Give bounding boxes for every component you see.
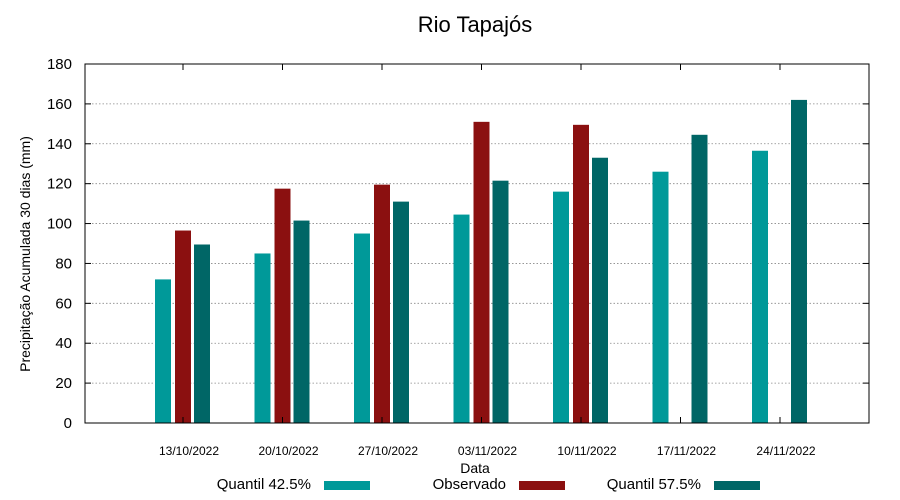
y-tick-label: 100 (47, 216, 72, 233)
legend-swatch (714, 481, 760, 490)
bar (354, 233, 370, 423)
y-tick-label: 60 (55, 295, 72, 312)
bar (374, 184, 390, 423)
bar (155, 279, 171, 423)
y-tick-label: 80 (55, 255, 72, 272)
y-tick-label: 160 (47, 96, 72, 113)
y-tick-label: 180 (47, 56, 72, 73)
bar (553, 191, 569, 423)
x-tick-label: 13/10/2022 (159, 444, 219, 458)
legend: Quantil 42.5% Observado Quantil 57.5% (217, 476, 760, 493)
x-tick-label: 10/11/2022 (557, 444, 616, 458)
bar (652, 171, 669, 423)
legend-swatch (519, 481, 565, 490)
x-tick-label: 27/10/2022 (358, 444, 418, 458)
y-tick-label: 20 (55, 375, 72, 392)
bar (194, 244, 210, 423)
y-tick-label: 0 (64, 415, 72, 432)
bar (791, 99, 807, 424)
x-ticks: 13/10/2022 20/10/2022 27/10/2022 03/11/2022… (159, 64, 816, 458)
chart-title: Rio Tapajós (418, 12, 533, 37)
bar (573, 124, 589, 423)
legend-label: Quantil 57.5% (607, 476, 701, 493)
bar (254, 253, 271, 423)
bar (592, 157, 608, 423)
bar (691, 134, 708, 423)
x-tick-label: 03/11/2022 (458, 444, 517, 458)
y-tick-label: 40 (55, 335, 72, 352)
x-tick-label: 17/11/2022 (657, 444, 716, 458)
y-tick-label: 120 (47, 176, 72, 193)
x-tick-label: 24/11/2022 (756, 444, 815, 458)
y-tick-label: 140 (47, 136, 72, 153)
bar (393, 201, 409, 423)
y-axis-label: Precipitação Acumulada 30 dias (mm) (17, 136, 33, 372)
bars (155, 99, 807, 424)
bar (274, 188, 291, 423)
plot-frame (84, 63, 870, 424)
legend-swatch (324, 481, 370, 490)
bar (473, 121, 490, 423)
bar (175, 230, 191, 423)
bar (492, 180, 509, 423)
legend-label: Quantil 42.5% (217, 476, 311, 493)
bar (752, 150, 768, 423)
bar (453, 214, 470, 423)
x-axis-label: Data (460, 460, 490, 476)
y-ticks: 0 20 40 60 80 100 120 140 160 180 (47, 56, 869, 432)
legend-label: Observado (433, 476, 506, 493)
x-tick-label: 20/10/2022 (258, 444, 318, 458)
bar (293, 220, 310, 423)
